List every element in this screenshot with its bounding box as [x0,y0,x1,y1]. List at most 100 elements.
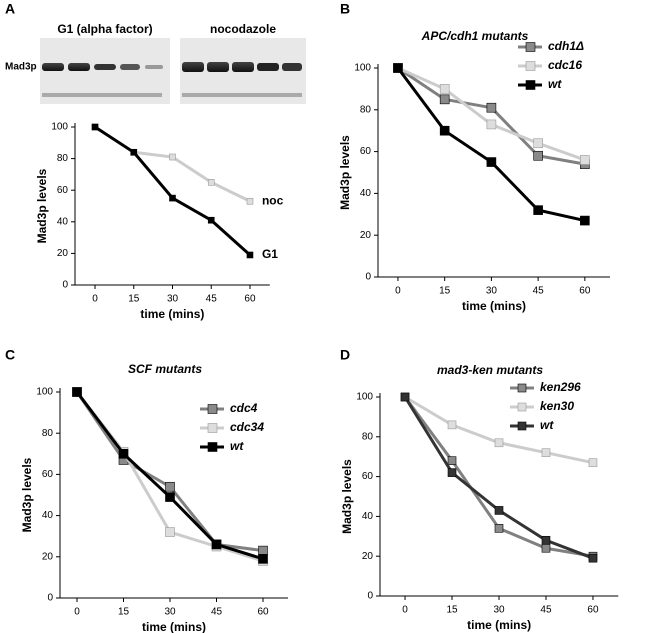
data-point [211,539,222,550]
data-point [447,420,457,430]
x-tick-label: 0 [92,294,98,305]
data-point [588,553,598,563]
y-tick-label: 60 [42,469,54,480]
blot-band [257,63,279,71]
data-point [207,216,215,224]
data-point [246,197,254,205]
data-point [494,438,504,448]
x-tick-label: 0 [74,607,80,618]
x-tick-label: 45 [533,286,545,297]
y-tick-label: 80 [360,104,372,115]
x-tick-label: 60 [587,605,599,616]
y-tick-label: 20 [362,551,374,562]
y-tick-label: 0 [62,280,68,291]
legend-marker [517,402,527,412]
legend-marker [517,383,527,393]
data-point [588,458,598,467]
x-tick-label: 15 [128,294,140,305]
data-point [439,125,450,136]
series-label: G1 [262,247,278,261]
legend-label: ken30 [540,399,574,413]
data-point [494,506,504,515]
data-point [400,392,410,402]
blot-band [42,93,162,97]
chart-title: APC/cdh1 mutants [421,29,529,43]
blot-band [42,63,64,71]
blot-title: nocodazole [210,22,276,36]
data-point [486,119,497,130]
y-axis-title: Mad3p levels [338,135,352,210]
x-tick-label: 30 [167,294,179,305]
legend-marker [207,442,218,452]
y-tick-label: 0 [367,591,373,602]
legend-marker [207,423,218,433]
x-tick-label: 15 [446,605,458,616]
panel-letter: B [340,1,350,17]
x-axis-title: time (mins) [467,618,531,632]
data-point [258,554,268,564]
legend-label: wt [548,77,562,91]
data-point [533,205,543,215]
data-point [580,155,590,165]
legend-label: wt [540,418,554,432]
y-tick-label: 0 [47,593,53,604]
x-tick-label: 45 [540,605,552,616]
data-point [533,150,543,161]
chart-title: mad3-ken mutants [437,363,543,377]
panel-letter: C [5,347,15,363]
y-axis-title: Mad3p levels [340,459,354,534]
data-point [494,524,504,533]
data-point [207,179,215,186]
y-tick-label: 0 [365,272,371,283]
x-tick-label: 0 [402,605,408,616]
data-point [118,448,129,459]
blot: G1 (alpha factor) nocodazole Mad3p [5,22,306,104]
x-tick-label: 45 [206,294,218,305]
y-axis-title: Mad3p levels [20,457,34,532]
series-line [403,396,594,560]
y-tick-label: 100 [354,63,371,74]
series-line [94,125,251,203]
y-tick-label: 40 [42,510,54,521]
legend-label: cdh1Δ [548,39,584,53]
y-tick-label: 20 [360,230,372,241]
data-point [541,543,551,553]
series-label: noc [262,193,284,207]
data-point [169,153,176,161]
x-axis-title: time (mins) [142,620,206,633]
x-tick-label: 60 [579,286,591,297]
legend-label: wt [230,439,244,453]
x-tick-label: 30 [493,605,505,616]
y-tick-label: 80 [42,428,54,439]
x-tick-label: 45 [211,607,223,618]
data-point [165,492,175,502]
y-tick-label: 100 [356,392,373,403]
y-tick-label: 40 [360,188,372,199]
y-tick-label: 40 [362,511,374,522]
y-tick-label: 20 [42,551,54,562]
legend-marker [525,61,536,71]
data-point [130,148,138,156]
blot-band [182,93,302,97]
data-point [258,545,268,556]
x-tick-label: 15 [439,286,451,297]
x-tick-label: 30 [164,607,176,618]
data-point [541,535,551,545]
data-point [486,102,497,113]
x-tick-label: 30 [486,286,498,297]
x-axis-title: time (mins) [462,299,526,313]
data-point [486,157,497,167]
data-point [447,456,457,465]
legend-label: ken296 [540,380,581,394]
data-point [393,63,403,73]
x-tick-label: 60 [244,294,256,305]
data-point [447,468,457,477]
y-tick-label: 80 [57,153,69,164]
legend-marker [207,404,218,414]
chart-title: SCF mutants [128,362,202,376]
panel-letter: A [5,1,15,17]
x-tick-label: 60 [257,607,269,618]
data-point [165,481,175,492]
data-point [439,84,450,94]
